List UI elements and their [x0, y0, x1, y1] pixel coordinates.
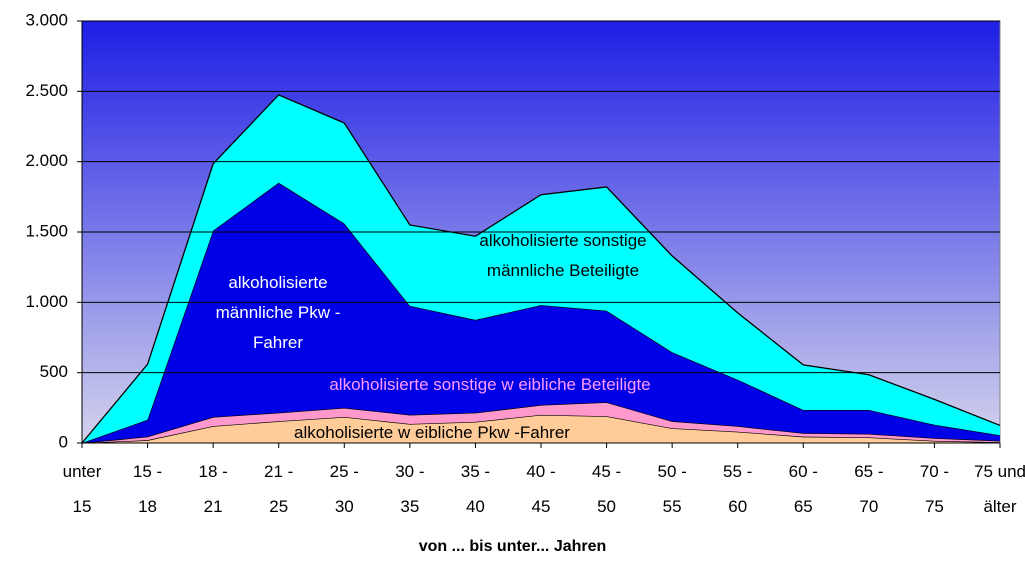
y-tick-label: 1.000 — [25, 292, 68, 311]
x-tick-label: 35 - 40 — [460, 462, 491, 516]
series-label: alkoholisierte männliche Pkw -Fahrer — [215, 273, 341, 352]
x-tick-label: 21 - 25 — [264, 462, 294, 516]
area — [82, 402, 1000, 443]
x-tick-label: 40 - 45 — [526, 462, 556, 516]
x-tick-label: 50 - 55 — [657, 462, 687, 516]
area — [82, 414, 1000, 443]
series-label: alkoholisierte sonstige männliche Beteil… — [479, 231, 647, 280]
y-tick-label: 500 — [40, 362, 68, 381]
y-tick-label: 0 — [59, 432, 68, 451]
area-outline — [81, 94, 1001, 444]
x-tick-label: 15 - 18 — [132, 462, 163, 516]
area — [82, 182, 1000, 443]
x-tick-label: 60 - 65 — [788, 462, 818, 516]
x-tick-label: 55 - 60 — [723, 462, 753, 516]
x-tick-label: 65 - 70 — [854, 462, 884, 516]
x-tick-label: 75 und älter — [974, 462, 1025, 516]
y-tick-label: 3.000 — [25, 10, 68, 29]
area — [82, 94, 1000, 443]
series-label: alkoholisierte sonstige w eibliche Betei… — [329, 375, 651, 394]
x-tick-label: 25 - 30 — [329, 462, 359, 516]
x-axis-title: von ... bis unter... Jahren — [418, 538, 607, 555]
x-tick-label: 18 - 21 — [198, 462, 228, 516]
series-label: alkoholisierte w eibliche Pkw -Fahrer — [294, 423, 570, 442]
y-tick-label: 2.500 — [25, 81, 68, 100]
x-tick-label: 70 - 75 — [919, 462, 950, 516]
y-tick-label: 2.000 — [25, 151, 68, 170]
x-tick-label: unter 15 — [62, 462, 102, 516]
x-tick-label: 30 - 35 — [395, 462, 425, 516]
x-tick-label: 45 - 50 — [591, 462, 622, 516]
y-tick-label: 1.500 — [25, 221, 68, 240]
